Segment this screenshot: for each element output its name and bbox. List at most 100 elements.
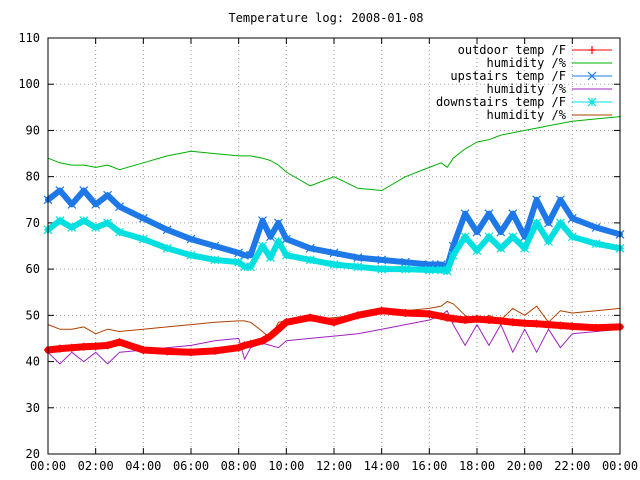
data-point	[258, 216, 267, 226]
data-point	[532, 218, 542, 228]
data-point	[461, 315, 470, 324]
x-tick-label: 06:00	[173, 459, 209, 473]
data-point	[568, 322, 577, 331]
data-point	[273, 218, 283, 228]
data-point	[305, 255, 315, 265]
data-point	[246, 339, 255, 348]
data-point	[401, 257, 410, 267]
data-point	[187, 348, 195, 357]
data-point	[186, 250, 196, 260]
data-point	[281, 234, 291, 244]
data-point	[282, 318, 291, 327]
data-point	[401, 309, 410, 318]
legend-label: downstairs temp /F	[436, 95, 566, 109]
x-tick-label: 20:00	[507, 459, 543, 473]
data-point	[91, 342, 100, 351]
data-point	[138, 213, 148, 223]
series-4	[43, 216, 625, 276]
data-point	[139, 346, 148, 354]
data-point	[532, 319, 541, 328]
data-point	[472, 227, 482, 237]
data-point	[555, 195, 565, 205]
data-point	[274, 325, 283, 334]
data-point	[508, 232, 518, 242]
x-axis: 00:00 02:00 04:00 06:00 08:00 10:00 12:00 14:00…	[30, 38, 638, 473]
y-tick-label: 80	[26, 170, 40, 184]
data-point	[591, 239, 601, 249]
data-point	[305, 243, 315, 253]
series-3	[47, 310, 621, 365]
data-point	[329, 260, 339, 269]
data-point	[234, 257, 244, 267]
series-line	[47, 116, 621, 191]
x-tick-label: 04:00	[125, 459, 161, 473]
x-tick-label: 22:00	[554, 459, 590, 473]
data-point	[532, 195, 542, 205]
data-point	[234, 248, 244, 258]
series-2	[43, 186, 625, 272]
data-point	[442, 266, 452, 276]
data-point	[437, 312, 446, 321]
data-point	[55, 186, 65, 195]
data-point	[443, 313, 452, 322]
data-point	[258, 241, 267, 251]
data-point	[246, 262, 256, 272]
data-point	[55, 344, 64, 353]
data-point	[591, 223, 601, 232]
data-point	[401, 264, 410, 274]
data-point	[508, 318, 517, 327]
legend-marker	[587, 97, 597, 107]
y-tick-label: 60	[26, 262, 40, 276]
legend-label: humidity /%	[487, 108, 567, 122]
data-point	[460, 209, 470, 219]
legend-label: upstairs temp /F	[450, 69, 566, 83]
data-point	[210, 241, 220, 251]
data-point	[103, 190, 113, 200]
legend-label: humidity /%	[487, 56, 567, 70]
data-point	[281, 250, 291, 260]
data-point	[273, 236, 283, 246]
y-axis: 20 30 40 50 60 70 80 90 100 110	[18, 31, 620, 461]
y-tick-label: 50	[26, 308, 40, 322]
data-point	[353, 311, 362, 320]
x-tick-label: 16:00	[411, 459, 447, 473]
data-point	[258, 336, 267, 345]
data-point	[544, 320, 553, 329]
data-point	[377, 255, 387, 265]
data-point	[520, 243, 530, 253]
data-point	[544, 236, 553, 246]
data-point	[496, 243, 506, 253]
data-point	[425, 309, 434, 318]
y-tick-label: 70	[26, 216, 40, 230]
legend-marker	[587, 71, 597, 81]
data-point	[377, 264, 387, 274]
series-line	[47, 301, 621, 339]
data-point	[306, 313, 315, 322]
data-point	[353, 253, 363, 262]
data-point	[67, 199, 77, 209]
data-point	[377, 306, 386, 315]
data-point	[115, 338, 124, 347]
data-point	[115, 227, 124, 237]
x-tick-label: 02:00	[78, 459, 114, 473]
series-5	[47, 301, 621, 339]
data-point	[79, 342, 88, 351]
data-point	[234, 343, 243, 352]
plot-frame	[47, 37, 621, 455]
data-point	[67, 343, 76, 352]
data-point	[484, 232, 494, 242]
data-point	[520, 319, 529, 328]
data-point	[79, 216, 89, 226]
data-point	[103, 341, 112, 350]
series-line	[47, 310, 621, 365]
data-point	[266, 253, 275, 262]
data-point	[460, 232, 470, 242]
data-point	[91, 199, 101, 209]
data-point	[240, 262, 250, 272]
data-point	[449, 314, 458, 323]
x-tick-label: 18:00	[459, 459, 495, 473]
data-point	[567, 213, 577, 223]
x-tick-label: 10:00	[268, 459, 304, 473]
series-1	[47, 116, 621, 191]
